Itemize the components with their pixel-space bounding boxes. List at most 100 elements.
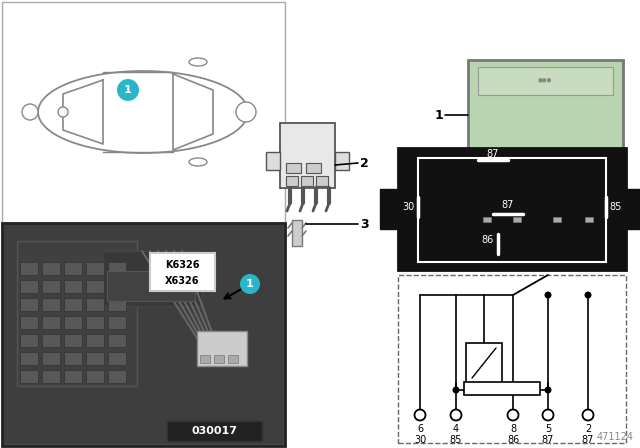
Bar [553,217,561,222]
Bar [42,262,60,275]
Bar [42,280,60,293]
Bar [20,280,38,293]
Bar [20,316,38,329]
Bar [335,152,349,170]
Bar [86,352,104,365]
Bar [585,217,593,222]
Text: 030017: 030017 [191,426,237,436]
Bar [17,241,137,386]
Bar [481,197,493,225]
Bar [64,316,82,329]
Bar [86,370,104,383]
Text: X6326: X6326 [164,276,199,286]
Circle shape [240,274,260,294]
Ellipse shape [189,58,207,66]
Bar [108,370,126,383]
Text: 5: 5 [545,424,551,434]
Bar [102,251,202,306]
Text: 471124: 471124 [597,432,634,442]
Bar [2,223,285,446]
Bar [292,220,302,246]
Bar [42,298,60,311]
Bar [228,355,238,363]
Bar [418,158,606,262]
Bar [583,197,595,225]
Bar [398,275,626,443]
Bar [20,334,38,347]
Bar [86,316,104,329]
Bar [167,421,262,441]
Bar [108,316,126,329]
Bar [108,262,126,275]
Text: 85: 85 [610,202,622,212]
Bar [197,331,247,366]
Bar [466,343,502,383]
Circle shape [508,409,518,421]
Bar [301,176,313,186]
Text: 86: 86 [507,435,519,445]
Ellipse shape [236,102,256,122]
Bar [280,123,335,188]
Text: 6: 6 [417,424,423,434]
Bar [2,2,285,223]
Ellipse shape [189,158,207,166]
Text: 8: 8 [510,424,516,434]
Ellipse shape [22,104,38,120]
Ellipse shape [38,71,248,153]
Bar [64,280,82,293]
Bar [511,197,523,225]
Text: K6326: K6326 [164,260,199,270]
Bar [4,225,283,444]
Bar [42,352,60,365]
Bar [42,316,60,329]
Bar [86,262,104,275]
Bar [108,352,126,365]
Circle shape [117,79,139,101]
Bar [286,176,298,186]
Bar [551,197,563,225]
Text: 87: 87 [542,435,554,445]
Bar [464,382,540,395]
Bar [86,298,104,311]
Circle shape [545,387,552,393]
Bar [624,189,640,229]
Bar [108,280,126,293]
Bar [266,152,280,170]
Bar [513,217,521,222]
Text: 87: 87 [487,149,499,159]
Bar [150,253,215,291]
Circle shape [545,292,552,298]
Bar [306,163,321,173]
Bar [64,352,82,365]
Bar [86,334,104,347]
Bar [483,217,491,222]
Circle shape [451,409,461,421]
Bar [108,334,126,347]
Text: 86: 86 [482,235,494,245]
Bar [86,280,104,293]
Circle shape [452,387,460,393]
Circle shape [58,107,68,117]
Text: 87: 87 [582,435,594,445]
Bar [20,262,38,275]
Bar [214,355,224,363]
Text: 30: 30 [402,202,414,212]
Bar [42,334,60,347]
Bar [64,334,82,347]
Bar [380,189,400,229]
Text: 30: 30 [414,435,426,445]
Bar [64,262,82,275]
Bar [200,355,210,363]
FancyBboxPatch shape [468,60,623,200]
Bar [42,370,60,383]
Circle shape [582,409,593,421]
Bar [20,298,38,311]
Text: 1: 1 [246,279,254,289]
Bar [108,298,126,311]
Circle shape [584,292,591,298]
Text: ●●●: ●●● [538,78,552,82]
Bar [107,271,195,301]
Bar [64,298,82,311]
Circle shape [415,409,426,421]
Text: 3: 3 [360,217,369,231]
